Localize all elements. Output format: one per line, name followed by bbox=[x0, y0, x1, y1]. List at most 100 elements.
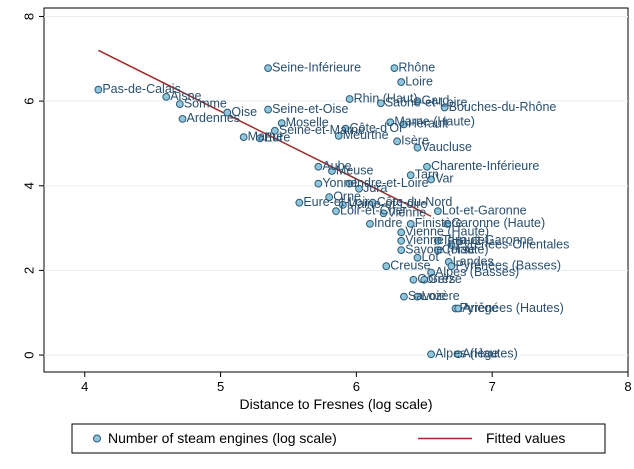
point-label: Loir-et-Cher bbox=[340, 203, 407, 217]
point-label: Vienne (Haute) bbox=[405, 233, 489, 247]
data-point bbox=[413, 143, 422, 152]
data-point bbox=[175, 100, 184, 108]
data-point bbox=[355, 184, 363, 193]
point-label: Pyrénées-Orientales bbox=[455, 237, 569, 251]
data-point bbox=[420, 275, 429, 284]
data-point bbox=[427, 350, 435, 359]
data-point bbox=[443, 219, 452, 228]
point-label: Pas-de-Calais bbox=[102, 82, 181, 96]
data-point bbox=[409, 275, 418, 284]
point-label: Moselle bbox=[286, 115, 329, 129]
data-point bbox=[413, 253, 422, 262]
point-label: Landes bbox=[453, 254, 494, 268]
data-point bbox=[223, 108, 232, 117]
legend: Number of steam engines (log scale) Fitt… bbox=[71, 423, 606, 454]
point-label: Tarn bbox=[415, 167, 439, 181]
data-point bbox=[390, 64, 399, 73]
point-label: Lozère bbox=[421, 289, 459, 303]
data-point bbox=[393, 137, 402, 146]
y-tick-label: 0 bbox=[21, 351, 36, 358]
data-point bbox=[334, 131, 343, 140]
data-point bbox=[264, 105, 272, 114]
point-label: Aube bbox=[322, 159, 351, 173]
point-label: Var bbox=[435, 172, 454, 186]
point-label: Lot-et-Garonne bbox=[442, 203, 527, 217]
point-label: Côte-d'Or bbox=[350, 121, 404, 135]
data-point bbox=[270, 126, 279, 135]
point-label: Pyrénées (Basses) bbox=[455, 258, 561, 272]
point-label: Indre-et-Loire bbox=[354, 176, 429, 190]
point-label: Vienne bbox=[388, 206, 427, 220]
point-label: Marne (Haute) bbox=[394, 115, 475, 129]
data-point bbox=[162, 92, 171, 101]
x-tick-label: 8 bbox=[624, 379, 631, 394]
legend-label-points: Number of steam engines (log scale) bbox=[108, 430, 337, 446]
plot-frame bbox=[43, 7, 629, 373]
data-point bbox=[368, 198, 377, 207]
x-tick-label: 6 bbox=[353, 379, 360, 394]
x-axis-title: Distance to Fresnes (log scale) bbox=[240, 396, 433, 412]
data-point bbox=[397, 236, 406, 245]
axes: 0 2 4 6 8 4 5 6 7 8 Distance to Fresnes (log scale… bbox=[21, 13, 631, 412]
data-point bbox=[341, 124, 350, 133]
point-label: Seine-Inférieure bbox=[272, 60, 361, 74]
data-point bbox=[382, 262, 391, 271]
data-point bbox=[314, 162, 323, 171]
point-label: Saône-et-Loire bbox=[385, 96, 468, 110]
legend-label-line: Fitted values bbox=[486, 430, 565, 446]
data-point bbox=[447, 262, 456, 271]
data-point bbox=[314, 179, 323, 188]
point-label: Somme bbox=[184, 96, 227, 110]
point-label: Tarn-et-Garonne bbox=[442, 233, 534, 247]
point-label: Rhône bbox=[398, 60, 435, 74]
legend-marker-points bbox=[93, 434, 101, 443]
data-point bbox=[440, 103, 449, 112]
x-tick-label: 7 bbox=[489, 379, 496, 394]
point-label: Jura bbox=[363, 181, 387, 195]
point-label: Alpes (Hautes) bbox=[435, 347, 518, 361]
data-point bbox=[454, 350, 463, 359]
data-point bbox=[454, 304, 463, 313]
gridlines bbox=[44, 15, 628, 356]
point-label: Ariège bbox=[462, 301, 498, 315]
y-tick-label: 4 bbox=[21, 182, 36, 189]
data-point bbox=[413, 292, 422, 301]
plot-area bbox=[43, 7, 629, 373]
data-point bbox=[94, 85, 103, 94]
data-point bbox=[406, 219, 415, 228]
data-point bbox=[423, 162, 431, 171]
data-point bbox=[413, 97, 422, 106]
data-point bbox=[427, 175, 435, 184]
data-point bbox=[295, 198, 304, 207]
point-label: Loire bbox=[405, 74, 433, 88]
point-label: Hérault bbox=[408, 117, 449, 131]
point-label: Pyrénées (Hautes) bbox=[460, 301, 564, 315]
point-label: Meurthe bbox=[343, 128, 389, 142]
point-label: Yonne bbox=[322, 176, 357, 190]
point-label: Isère bbox=[401, 134, 429, 148]
point-label: Creuse bbox=[390, 258, 430, 272]
data-point bbox=[433, 207, 442, 216]
data-point bbox=[328, 167, 336, 175]
point-label: Orne bbox=[333, 189, 361, 203]
data-point bbox=[400, 292, 408, 301]
point-label: Bouches-du-Rhône bbox=[449, 100, 557, 114]
point-label: Vienne (Haute) bbox=[405, 225, 489, 239]
data-point bbox=[264, 64, 272, 73]
point-label: Garonne (Haute) bbox=[451, 216, 545, 230]
legend-box bbox=[71, 423, 606, 454]
point-label: Indre bbox=[374, 216, 403, 230]
data-point bbox=[397, 246, 406, 255]
data-point bbox=[376, 99, 385, 108]
data-point bbox=[239, 133, 248, 141]
x-tick-label: 4 bbox=[81, 379, 88, 394]
point-label: Côte-du-Nord bbox=[377, 195, 453, 209]
data-point bbox=[400, 120, 408, 129]
point-label: Seine-et-Oise bbox=[272, 102, 348, 116]
point-label: Gers bbox=[428, 272, 455, 286]
data-point bbox=[406, 171, 415, 180]
y-tick-label: 2 bbox=[21, 267, 36, 274]
data-point bbox=[345, 179, 354, 188]
